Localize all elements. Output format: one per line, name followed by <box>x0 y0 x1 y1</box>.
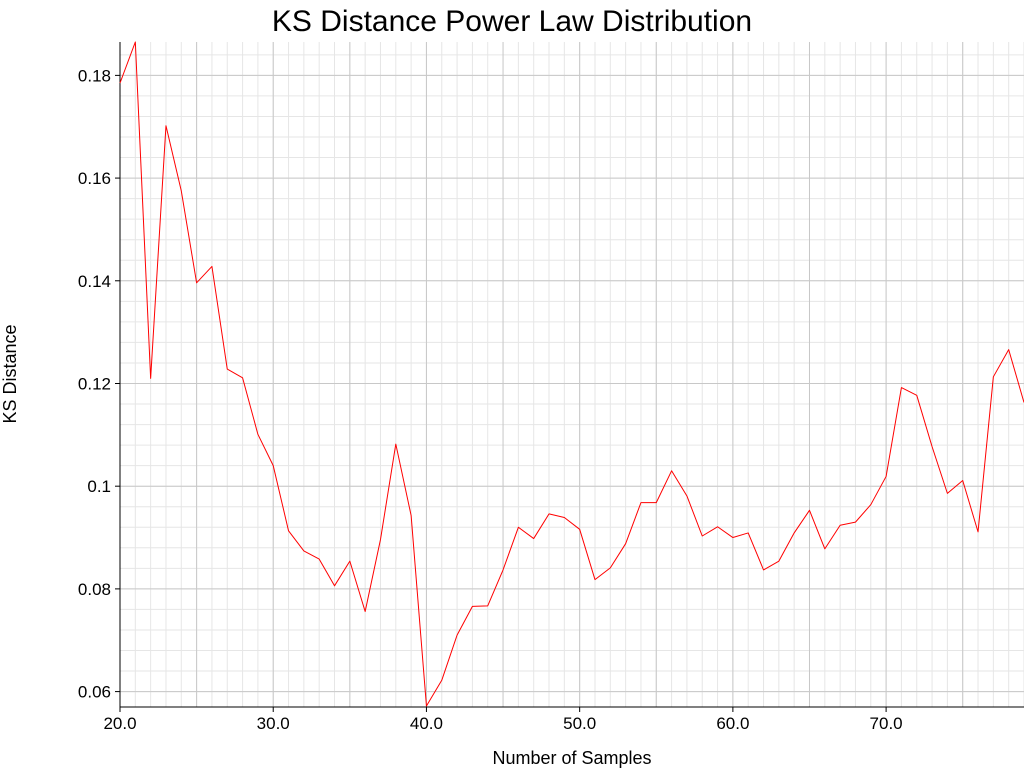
y-tick-label: 0.08 <box>78 580 111 599</box>
axes <box>119 42 1024 708</box>
y-tick-label: 0.14 <box>78 272 111 291</box>
x-tick-label: 70.0 <box>870 714 903 733</box>
x-tick-label: 40.0 <box>410 714 443 733</box>
series-layer <box>119 41 1024 707</box>
y-ticks: 0.06 0.08 0.1 0.12 0.14 0.16 0.18 <box>78 66 120 702</box>
y-tick-label: 0.12 <box>78 374 111 393</box>
x-tick-label: 30.0 <box>257 714 290 733</box>
y-axis-label: KS Distance <box>0 324 20 423</box>
x-ticks: 20.0 30.0 40.0 50.0 60.0 70.0 <box>103 707 903 733</box>
series-line-1 <box>119 41 1024 707</box>
x-axis-label: Number of Samples <box>492 748 651 768</box>
y-tick-label: 0.16 <box>78 169 111 188</box>
y-tick-label: 0.18 <box>78 66 111 85</box>
y-tick-label: 0.1 <box>87 477 111 496</box>
chart-title: KS Distance Power Law Distribution <box>272 5 752 38</box>
x-tick-label: 20.0 <box>103 714 136 733</box>
y-tick-label: 0.06 <box>78 683 111 702</box>
x-tick-label: 60.0 <box>716 714 749 733</box>
x-tick-label: 50.0 <box>563 714 596 733</box>
